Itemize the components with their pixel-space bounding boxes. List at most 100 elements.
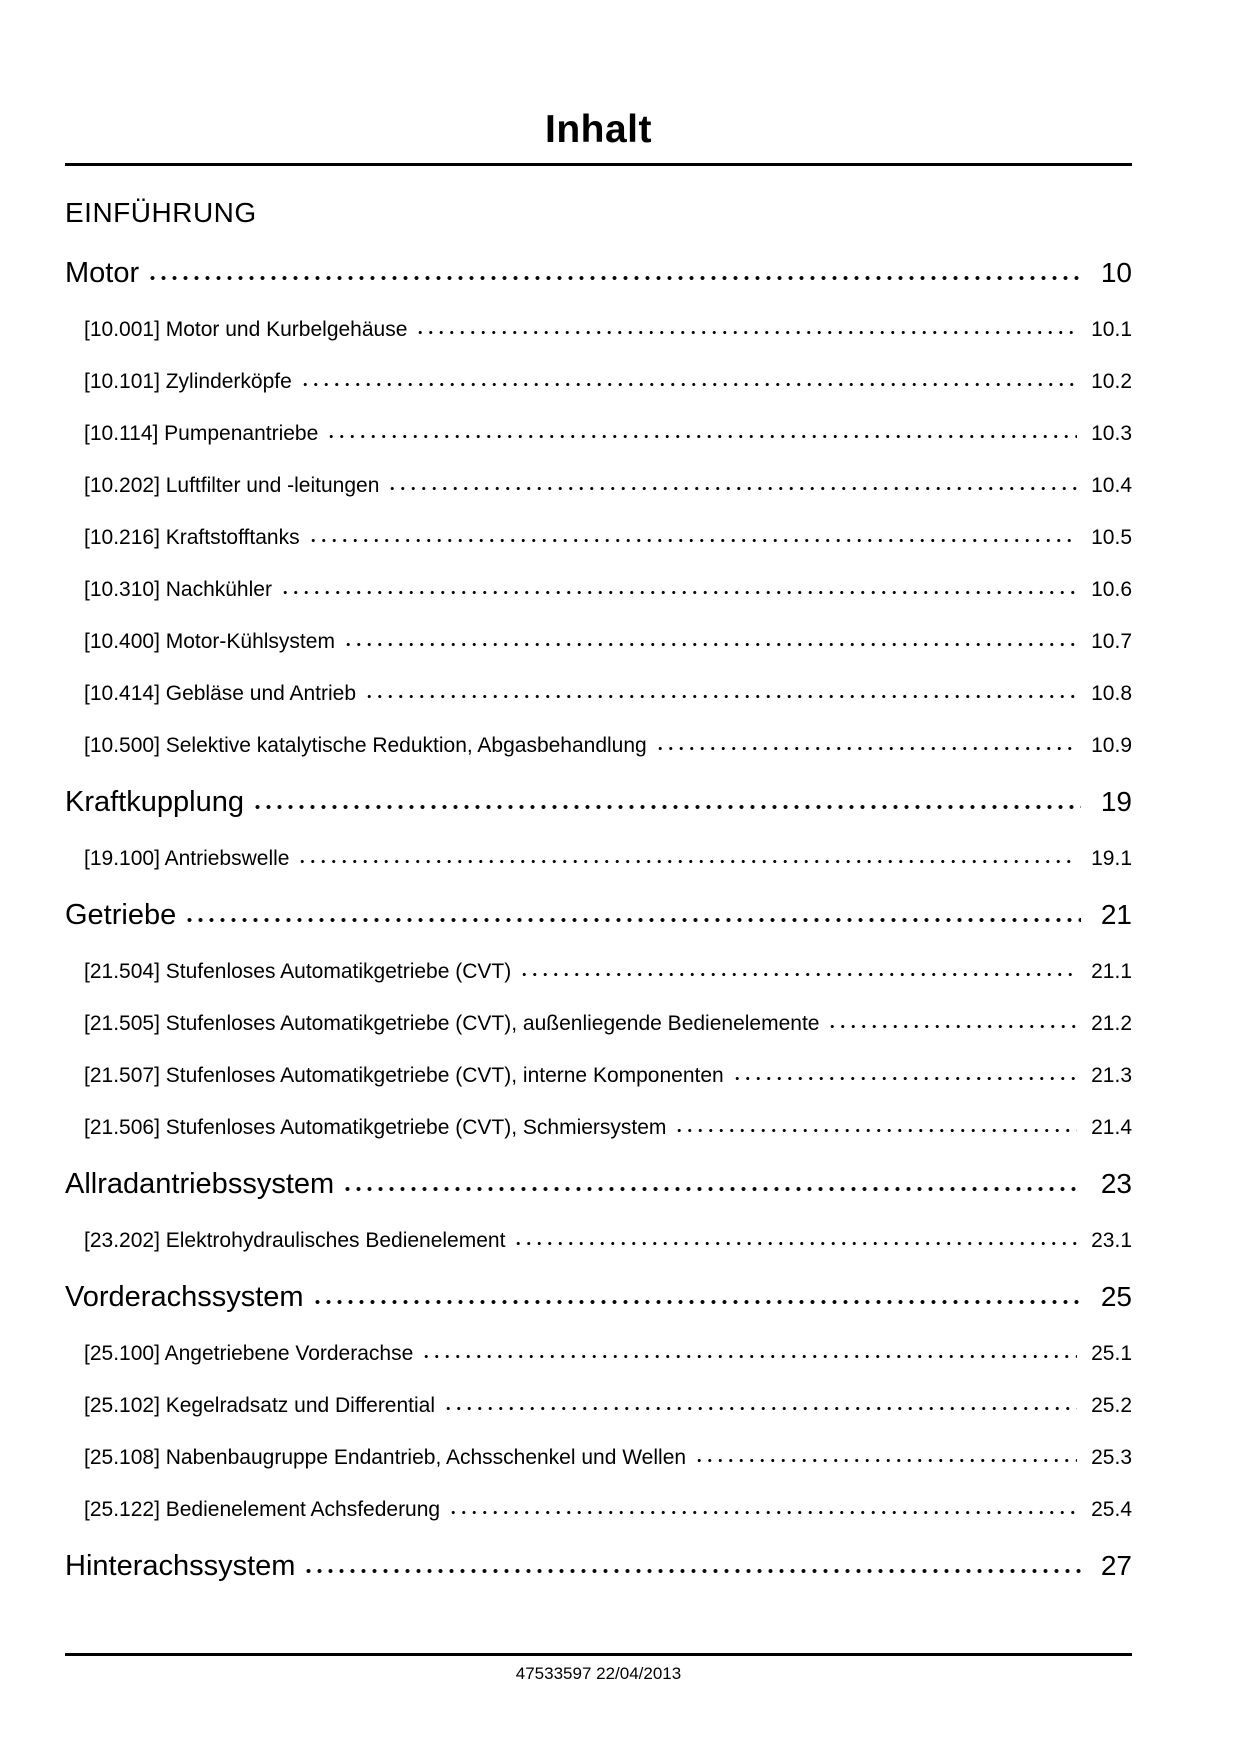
toc-section-label[interactable]: Hinterachssystem xyxy=(65,1550,296,1582)
toc-entry-label[interactable]: [10.202] Luftfilter und -leitungen xyxy=(84,474,380,497)
toc-section-page-number: 25 xyxy=(1100,1281,1132,1312)
toc-entry-label[interactable]: [23.202] Elektrohydraulisches Bedienelem… xyxy=(84,1229,506,1252)
toc-section-page-number: 23 xyxy=(1100,1168,1132,1199)
toc-entry-label[interactable]: [25.102] Kegelradsatz und Differential xyxy=(84,1394,436,1417)
dot-leader xyxy=(326,426,1078,440)
toc-entry-page-number: 10.1 xyxy=(1091,318,1132,341)
toc-entry-row[interactable]: [10.310] Nachkühler 10.6 xyxy=(65,577,1132,603)
toc-entry-label[interactable]: [10.310] Nachkühler xyxy=(84,578,272,601)
toc-section-label[interactable]: Vorderachssystem xyxy=(65,1281,304,1313)
dot-leader xyxy=(654,738,1078,752)
toc-entry-row[interactable]: [10.202] Luftfilter und -leitungen 10.4 xyxy=(65,473,1132,499)
dot-leader xyxy=(342,634,1078,648)
toc-section-page-number: 21 xyxy=(1100,899,1132,930)
footer-publication-info: 47533597 22/04/2013 xyxy=(515,1664,682,1683)
toc-entry-page-number: 10.5 xyxy=(1091,526,1132,549)
dot-leader xyxy=(311,1292,1081,1306)
toc-entry-page-number: 19.1 xyxy=(1091,847,1132,870)
toc-entry-row[interactable]: [10.216] Kraftstofftanks 10.5 xyxy=(65,525,1132,551)
toc-section-row[interactable]: Getriebe 21 xyxy=(65,897,1132,933)
toc-entry-page-number: 10.9 xyxy=(1091,734,1132,757)
toc-entry-row[interactable]: [10.114] Pumpenantriebe 10.3 xyxy=(65,421,1132,447)
page-title: Inhalt xyxy=(545,108,652,151)
toc-entry-page-number: 25.4 xyxy=(1091,1498,1132,1521)
dot-leader xyxy=(827,1016,1078,1030)
dot-leader xyxy=(421,1346,1078,1360)
toc-entry-row[interactable]: [21.507] Stufenloses Automatikgetriebe (… xyxy=(65,1063,1132,1089)
toc-entry-page-number: 21.2 xyxy=(1091,1012,1132,1035)
toc-entry-row[interactable]: [10.400] Motor-Kühlsystem 10.7 xyxy=(65,629,1132,655)
toc-section-row[interactable]: Hinterachssystem 27 xyxy=(65,1548,1132,1584)
toc-entry-label[interactable]: [25.108] Nabenbaugruppe Endantrieb, Achs… xyxy=(84,1446,687,1469)
dot-leader xyxy=(299,374,1078,388)
toc-entry-label[interactable]: [21.504] Stufenloses Automatikgetriebe (… xyxy=(84,960,512,983)
toc-entry-label[interactable]: [10.114] Pumpenantriebe xyxy=(84,422,319,445)
dot-leader xyxy=(251,797,1081,811)
toc-entry-row[interactable]: [25.100] Angetriebene Vorderachse 25.1 xyxy=(65,1341,1132,1367)
toc-section-page-number: 27 xyxy=(1100,1550,1132,1581)
toc-entry-page-number: 10.8 xyxy=(1091,682,1132,705)
title-rule xyxy=(65,163,1132,166)
toc-entry-page-number: 21.1 xyxy=(1091,960,1132,983)
toc-section-row[interactable]: Allradantriebssystem 23 xyxy=(65,1166,1132,1202)
toc-entry-page-number: 10.2 xyxy=(1091,370,1132,393)
toc-entry-page-number: 10.6 xyxy=(1091,578,1132,601)
dot-leader xyxy=(519,964,1078,978)
toc-entry-row[interactable]: [10.001] Motor und Kurbelgehäuse 10.1 xyxy=(65,317,1132,343)
dot-leader xyxy=(694,1450,1078,1464)
toc-section-label[interactable]: Motor xyxy=(65,257,140,289)
dot-leader xyxy=(147,268,1081,282)
dot-leader xyxy=(307,530,1078,544)
toc-list: Motor 10 [10.001] Motor und Kurbelgehäus… xyxy=(65,255,1132,1584)
toc-entry-label[interactable]: [21.506] Stufenloses Automatikgetriebe (… xyxy=(84,1116,667,1139)
toc-entry-label[interactable]: [21.507] Stufenloses Automatikgetriebe (… xyxy=(84,1064,724,1087)
toc-entry-page-number: 10.4 xyxy=(1091,474,1132,497)
toc-entry-row[interactable]: [23.202] Elektrohydraulisches Bedienelem… xyxy=(65,1228,1132,1254)
toc-entry-row[interactable]: [19.100] Antriebswelle 19.1 xyxy=(65,846,1132,872)
toc-section-label[interactable]: Kraftkupplung xyxy=(65,786,244,818)
toc-entry-page-number: 25.3 xyxy=(1091,1446,1132,1469)
toc-entry-row[interactable]: [25.102] Kegelradsatz und Differential 2… xyxy=(65,1393,1132,1419)
footer-rule xyxy=(65,1653,1132,1656)
toc-intro-heading: EINFÜHRUNG xyxy=(65,197,257,228)
toc-entry-label[interactable]: [10.400] Motor-Kühlsystem xyxy=(84,630,335,653)
toc-section-label[interactable]: Allradantriebssystem xyxy=(65,1168,335,1200)
page-footer: 47533597 22/04/2013 xyxy=(65,1653,1132,1684)
toc-entry-label[interactable]: [19.100] Antriebswelle xyxy=(84,847,290,870)
toc-section-row[interactable]: Motor 10 xyxy=(65,255,1132,291)
toc-entry-page-number: 25.1 xyxy=(1091,1342,1132,1365)
dot-leader xyxy=(443,1398,1078,1412)
toc-entry-label[interactable]: [10.216] Kraftstofftanks xyxy=(84,526,300,549)
toc-entry-label[interactable]: [10.101] Zylinderköpfe xyxy=(84,370,292,393)
toc-entry-row[interactable]: [10.101] Zylinderköpfe 10.2 xyxy=(65,369,1132,395)
toc-entry-row[interactable]: [21.505] Stufenloses Automatikgetriebe (… xyxy=(65,1011,1132,1037)
toc-entry-page-number: 10.3 xyxy=(1091,422,1132,445)
toc-entry-page-number: 25.2 xyxy=(1091,1394,1132,1417)
toc-section-row[interactable]: Kraftkupplung 19 xyxy=(65,784,1132,820)
toc-entry-row[interactable]: [25.122] Bedienelement Achsfederung 25.4 xyxy=(65,1497,1132,1523)
toc-entry-label[interactable]: [10.500] Selektive katalytische Reduktio… xyxy=(84,734,647,757)
toc-entry-page-number: 10.7 xyxy=(1091,630,1132,653)
toc-section-row[interactable]: Vorderachssystem 25 xyxy=(65,1279,1132,1315)
toc-entry-label[interactable]: [25.122] Bedienelement Achsfederung xyxy=(84,1498,441,1521)
toc-entry-row[interactable]: [21.506] Stufenloses Automatikgetriebe (… xyxy=(65,1115,1132,1141)
dot-leader xyxy=(731,1068,1078,1082)
toc-section-label[interactable]: Getriebe xyxy=(65,899,177,931)
toc-entry-label[interactable]: [10.414] Gebläse und Antrieb xyxy=(84,682,357,705)
dot-leader xyxy=(513,1233,1078,1247)
toc-entry-label[interactable]: [25.100] Angetriebene Vorderachse xyxy=(84,1342,414,1365)
toc-entry-label[interactable]: [21.505] Stufenloses Automatikgetriebe (… xyxy=(84,1012,820,1035)
toc-section-page-number: 19 xyxy=(1100,786,1132,817)
toc-entry-page-number: 21.4 xyxy=(1091,1116,1132,1139)
dot-leader xyxy=(279,582,1078,596)
toc-entry-label[interactable]: [10.001] Motor und Kurbelgehäuse xyxy=(84,318,408,341)
toc-entry-row[interactable]: [10.500] Selektive katalytische Reduktio… xyxy=(65,733,1132,759)
toc-entry-page-number: 21.3 xyxy=(1091,1064,1132,1087)
toc-entry-row[interactable]: [21.504] Stufenloses Automatikgetriebe (… xyxy=(65,959,1132,985)
toc-entry-row[interactable]: [10.414] Gebläse und Antrieb 10.8 xyxy=(65,681,1132,707)
toc-entry-row[interactable]: [25.108] Nabenbaugruppe Endantrieb, Achs… xyxy=(65,1445,1132,1471)
dot-leader xyxy=(342,1179,1081,1193)
dot-leader xyxy=(448,1502,1078,1516)
toc-section-page-number: 10 xyxy=(1100,257,1132,288)
